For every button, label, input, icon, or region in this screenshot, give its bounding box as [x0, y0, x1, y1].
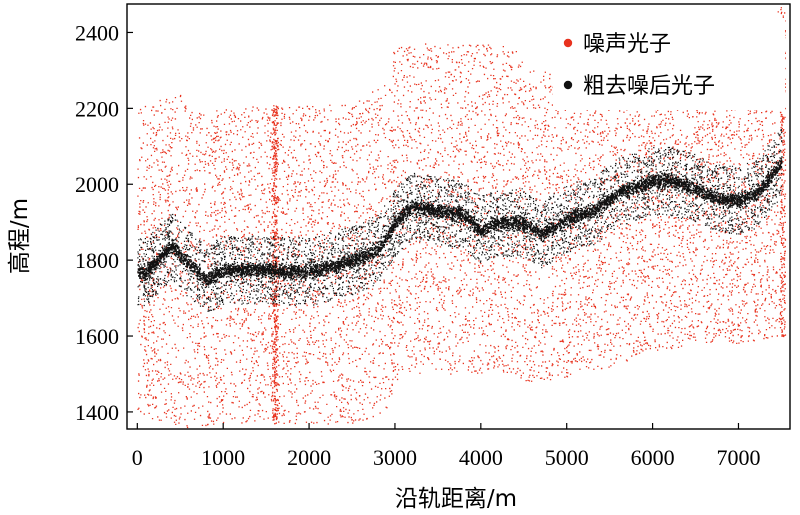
plot-frame [126, 3, 791, 430]
x-tick-label: 3000 [373, 445, 417, 470]
x-tick-label: 5000 [545, 445, 589, 470]
denoised-photon-points [137, 129, 783, 312]
x-tick-label: 0 [132, 445, 143, 470]
y-tick-label: 2200 [75, 96, 119, 121]
x-tick-label: 2000 [287, 445, 331, 470]
tick-labels: 0 1000 2000 3000 4000 5000 6000 7000 1400 1600 180… [75, 20, 760, 470]
y-axis-title: 高程/m [7, 198, 33, 274]
noise-photons-layer [137, 7, 787, 429]
y-tick-label: 1800 [75, 248, 119, 273]
legend-marker-noise [563, 38, 573, 48]
legend: 噪声光子 粗去噪后光子 [553, 18, 785, 110]
x-tick-label: 1000 [201, 445, 245, 470]
legend-label-noise: 噪声光子 [583, 32, 671, 57]
noise-photon-points [137, 7, 787, 429]
x-tick-label: 7000 [716, 445, 760, 470]
y-tick-label: 1600 [75, 324, 119, 349]
legend-marker-denoised [563, 80, 573, 90]
x-tick-label: 6000 [631, 445, 675, 470]
x-axis-title: 沿轨距离/m [395, 486, 517, 512]
legend-label-denoised: 粗去噪后光子 [583, 74, 715, 99]
axes [126, 3, 791, 430]
y-tick-label: 2400 [75, 20, 119, 45]
denoised-photons-layer [137, 129, 783, 312]
x-tick-label: 4000 [459, 445, 503, 470]
y-tick-label: 2000 [75, 172, 119, 197]
legend-background [553, 18, 785, 110]
y-tick-label: 1400 [75, 400, 119, 425]
